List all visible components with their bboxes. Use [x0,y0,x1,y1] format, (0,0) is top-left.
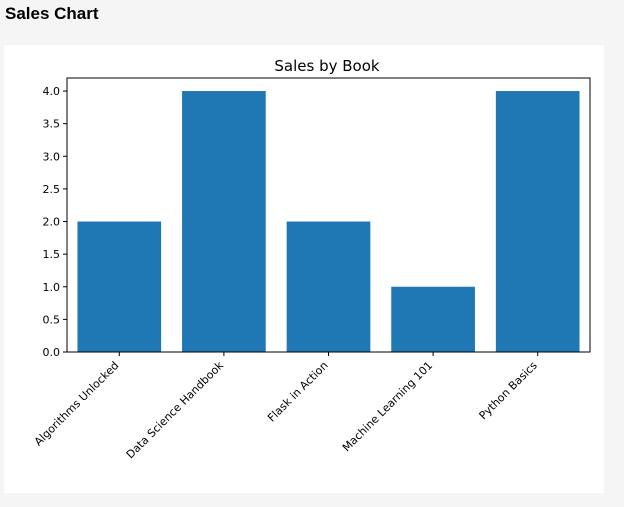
x-tick-label: Machine Learning 101 [340,359,435,454]
bar [495,91,580,353]
page-title: Sales Chart [5,4,99,23]
sales-bar-chart: Sales by Book 0.0 0.5 1.0 1.5 2.0 2.5 3.0 3.5 4.… [32,57,591,461]
bar [286,221,371,352]
y-tick-label: 2.5 [43,183,61,196]
chart-card: Sales by Book 0.0 0.5 1.0 1.5 2.0 2.5 3.0 3.5 4.… [4,45,604,493]
y-axis: 0.0 0.5 1.0 1.5 2.0 2.5 3.0 3.5 4.0 [43,85,67,359]
x-tick-label: Data Science Handbook [124,358,227,461]
y-tick-label: 3.5 [43,118,61,131]
bar [77,221,162,352]
plot-frame [66,77,591,353]
x-tick-label: Algorithms Unlocked [32,359,122,449]
x-axis: Algorithms Unlocked Data Science Handbook… [32,352,540,461]
bars-group [77,91,580,353]
y-tick-label: 0.5 [43,313,61,326]
x-tick-label: Python Basics [477,359,540,422]
chart-title: Sales by Book [274,57,380,75]
y-tick-label: 3.0 [43,150,61,163]
y-tick-label: 0.0 [43,346,61,359]
x-tick-label: Flask in Action [265,359,331,425]
bar [182,91,266,353]
y-tick-label: 4.0 [43,85,61,98]
y-tick-label: 2.0 [43,216,61,229]
y-tick-label: 1.5 [43,248,61,261]
y-tick-label: 1.0 [43,281,61,294]
bar [391,286,475,352]
